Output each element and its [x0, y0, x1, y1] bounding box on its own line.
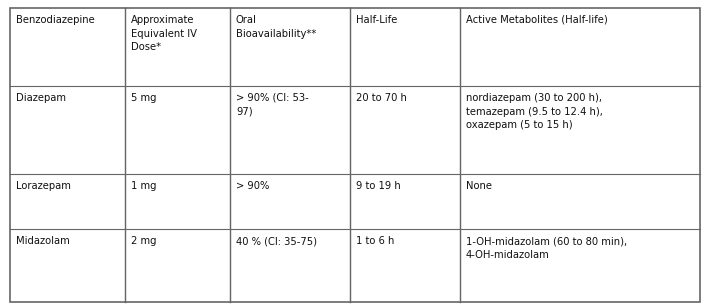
Text: > 90%: > 90%: [236, 181, 270, 191]
Text: > 90% (CI: 53-
97): > 90% (CI: 53- 97): [236, 93, 309, 117]
Text: 20 to 70 h: 20 to 70 h: [356, 93, 407, 103]
Text: 40 % (CI: 35-75): 40 % (CI: 35-75): [236, 236, 317, 246]
Text: 1 mg: 1 mg: [131, 181, 157, 191]
Text: 5 mg: 5 mg: [131, 93, 157, 103]
Text: 1 to 6 h: 1 to 6 h: [356, 236, 394, 246]
Text: 2 mg: 2 mg: [131, 236, 157, 246]
Text: nordiazepam (30 to 200 h),
temazepam (9.5 to 12.4 h),
oxazepam (5 to 15 h): nordiazepam (30 to 200 h), temazepam (9.…: [466, 93, 603, 130]
Text: None: None: [466, 181, 492, 191]
Text: 1-OH-midazolam (60 to 80 min),
4-OH-midazolam: 1-OH-midazolam (60 to 80 min), 4-OH-mida…: [466, 236, 627, 260]
Text: Approximate
Equivalent IV
Dose*: Approximate Equivalent IV Dose*: [131, 15, 197, 52]
Text: Active Metabolites (Half-life): Active Metabolites (Half-life): [466, 15, 608, 25]
Text: Benzodiazepine: Benzodiazepine: [16, 15, 95, 25]
Text: Half-Life: Half-Life: [356, 15, 397, 25]
Text: Lorazepam: Lorazepam: [16, 181, 71, 191]
Text: 9 to 19 h: 9 to 19 h: [356, 181, 401, 191]
Text: Diazepam: Diazepam: [16, 93, 66, 103]
Text: Oral
Bioavailability**: Oral Bioavailability**: [236, 15, 316, 39]
Text: Midazolam: Midazolam: [16, 236, 70, 246]
